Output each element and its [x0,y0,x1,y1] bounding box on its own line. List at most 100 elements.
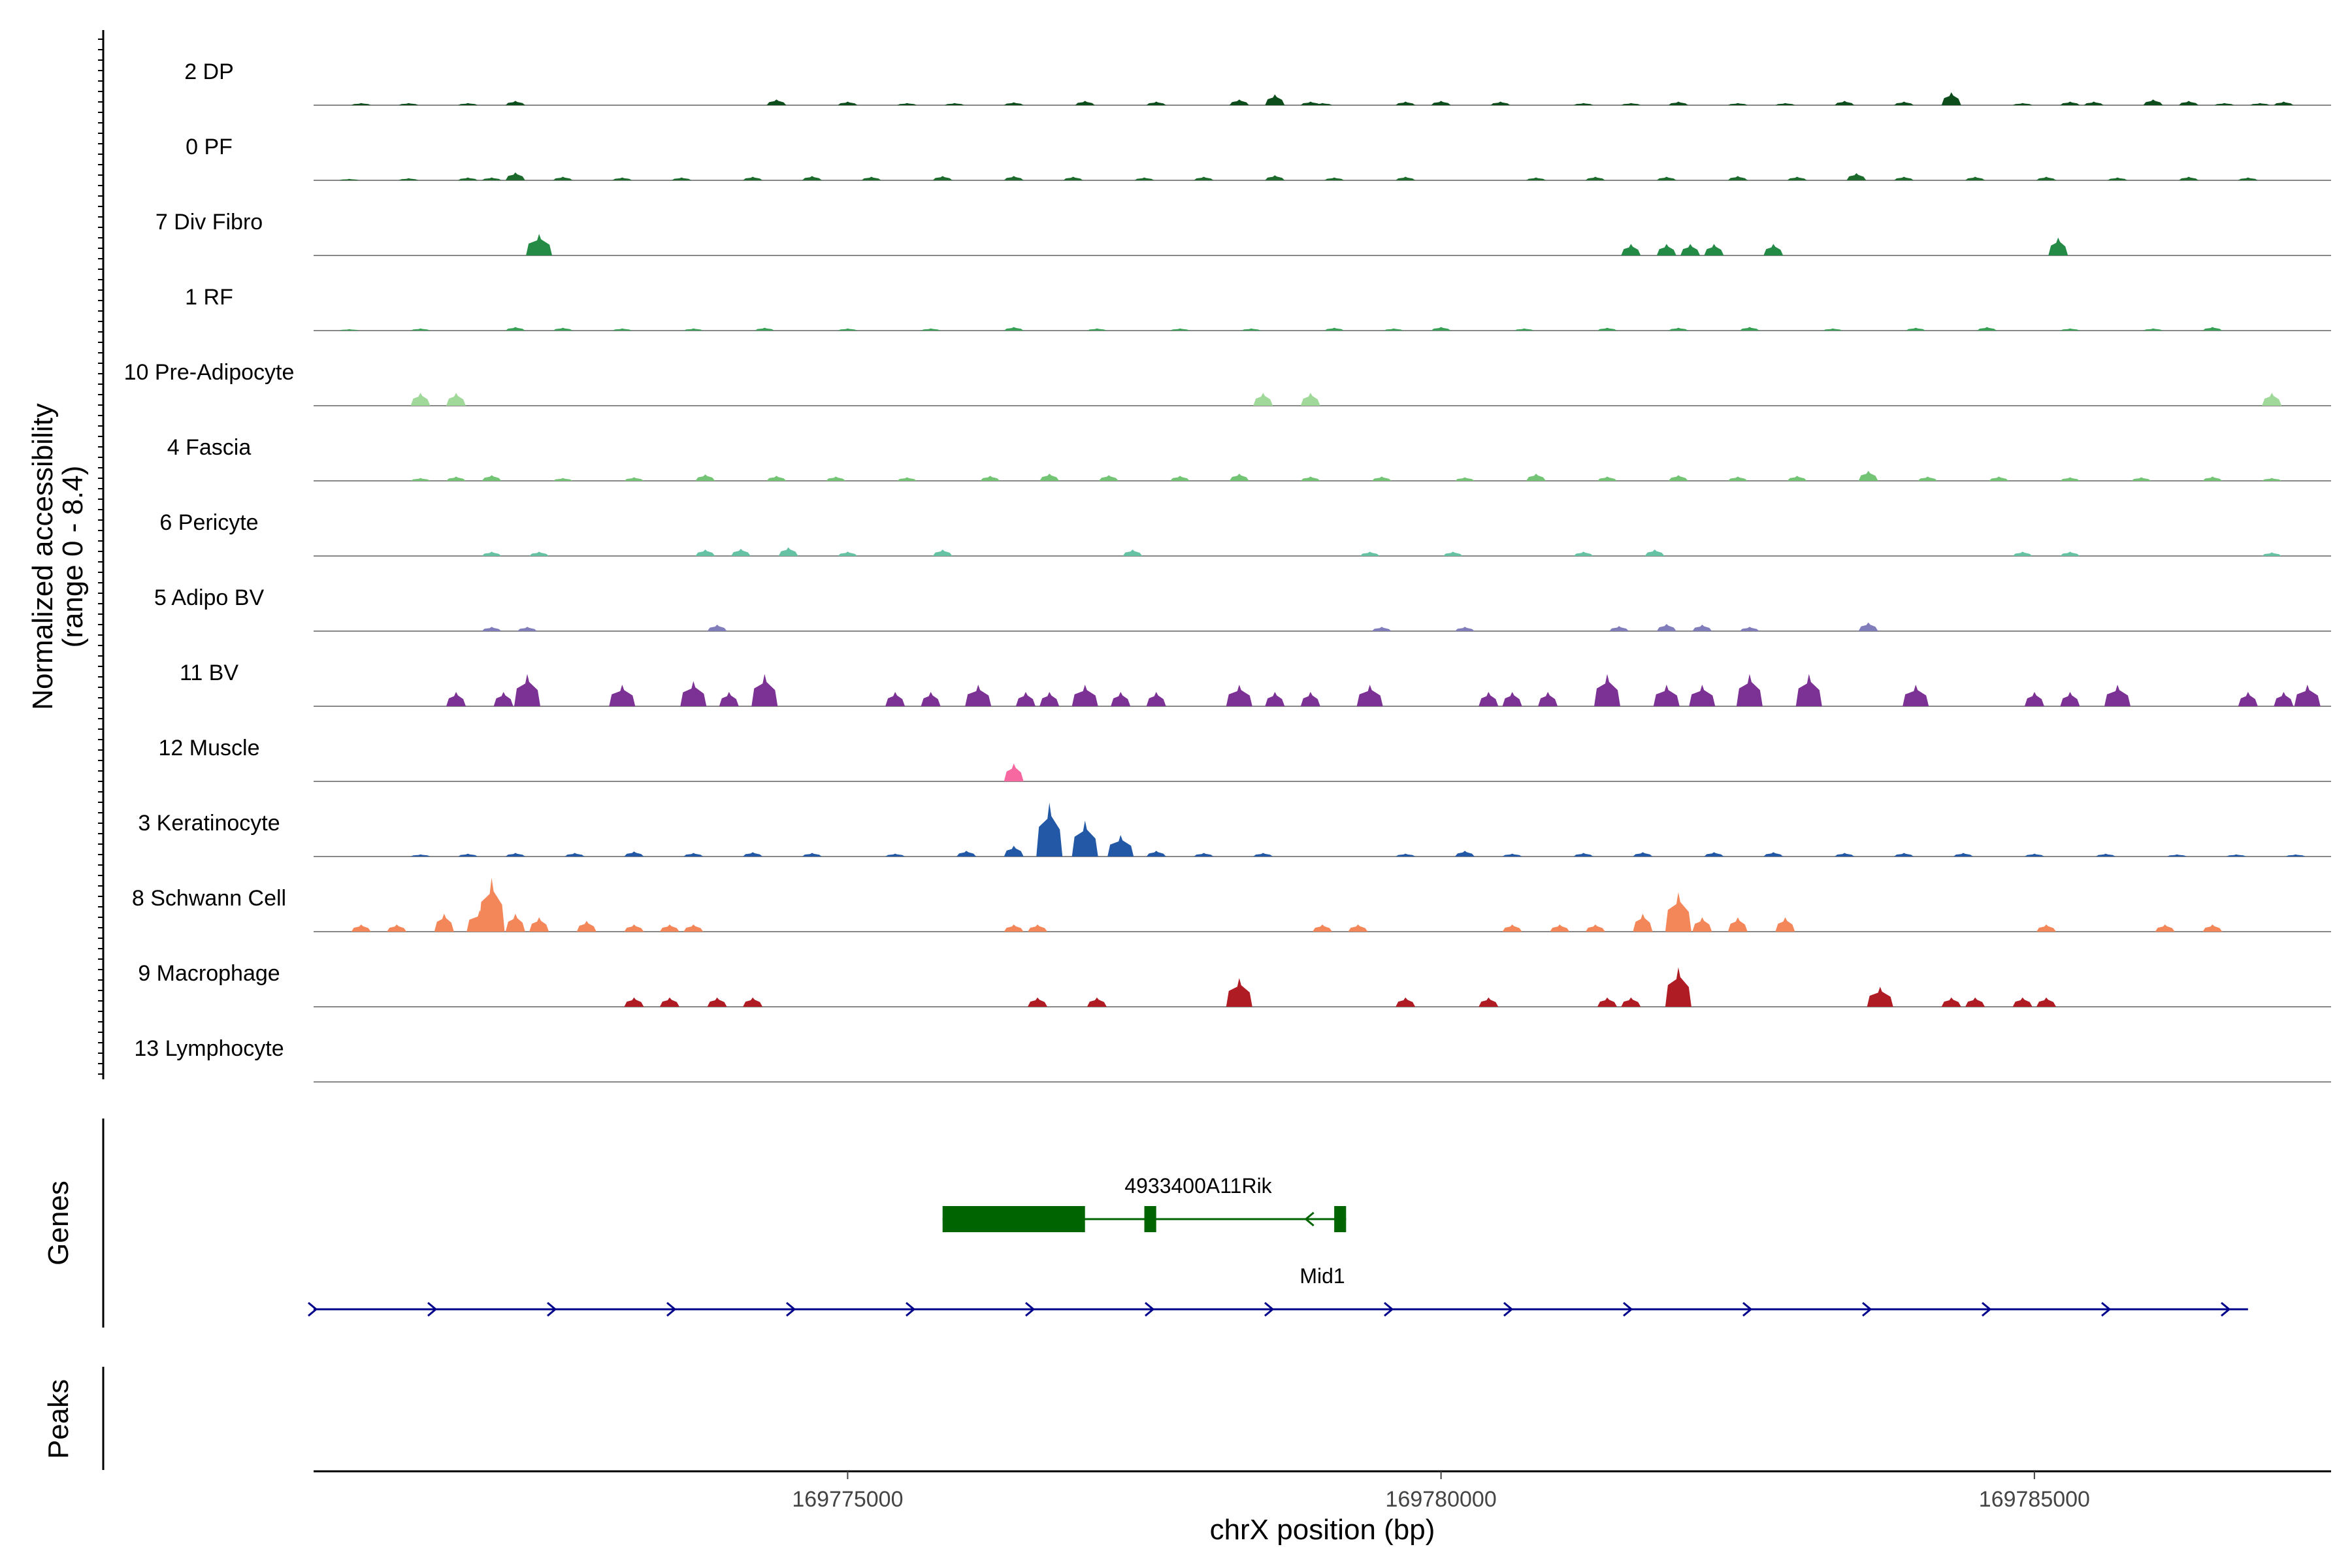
coverage-peak [1490,101,1511,105]
coverage-peak [1396,176,1416,180]
y-axis-subtitle: (range 0 - 8.4) [57,466,89,648]
coverage-peak [1015,692,1036,706]
coverage-peak [505,172,525,180]
coverage-peak [1526,177,1546,180]
coverage-peak [1455,851,1475,857]
coverage-peak [802,853,822,857]
coverage-peak [751,674,778,706]
coverage-peak [399,103,419,105]
coverage-peak [482,475,502,481]
coverage-peak [1953,853,1973,857]
track-2: 7 Div Fibro [155,210,2331,256]
coverage-peak [612,177,632,180]
x-tick-label: 169780000 [1386,1487,1497,1512]
strand-arrow [1862,1301,1872,1317]
coverage-peak [1478,997,1499,1007]
coverage-peak [695,474,715,481]
track-label: 4 Fascia [167,435,252,460]
coverage-peak [1763,852,1784,857]
coverage-peak [1107,835,1134,857]
coverage-peak [743,176,763,180]
coverage-peak [838,101,858,105]
coverage-peak [1858,470,1878,481]
coverage-peak [1324,327,1345,331]
coverage-peak [1039,692,1060,706]
coverage-peak [2060,692,2080,706]
coverage-peak [766,99,787,105]
coverage-peak [1229,474,1249,481]
coverage-peak [730,549,751,556]
coverage-peak [2238,692,2258,706]
coverage-peak [1071,685,1098,706]
coverage-peak [921,692,941,706]
coverage-peak [482,177,502,180]
coverage-peak [2274,692,2294,706]
coverage-peak [2012,997,2033,1007]
track-11: 8 Schwann Cell [132,877,2331,932]
track-label: 13 Lymphocyte [134,1036,284,1061]
coverage-peak [683,328,704,331]
coverage-peak [1356,685,1383,706]
track-10: 3 Keratinocyte [138,802,2331,857]
coverage-peak [1573,103,1593,105]
strand-arrow [1503,1301,1514,1317]
coverage-peak [1004,763,1024,781]
coverage-peak [1727,176,1748,180]
coverage-peak [1692,917,1712,932]
coverage-peak [446,476,466,481]
coverage-peak [1004,845,1024,857]
gene-Mid1: Mid1 [308,1264,2248,1317]
coverage-peak [1689,685,1716,706]
coverage-peak [1727,917,1748,932]
coverage-peak [1455,477,1475,481]
coverage-peak [612,328,632,331]
strand-arrow [1025,1301,1036,1317]
coverage-peak [1835,101,1855,105]
coverage-peak [1585,176,1605,180]
coverage-peak [1763,244,1784,255]
coverage-peak [2012,551,2033,556]
coverage-peak [1894,176,1914,180]
coverage-peak [1265,692,1285,706]
coverage-peak [1775,917,1795,932]
coverage-peak [1300,692,1320,706]
coverage-peak [1573,853,1593,857]
coverage-peak [1478,692,1499,706]
coverage-peak [576,921,596,932]
coverage-peak [885,692,906,706]
coverage-peak [478,877,505,932]
coverage-peak [1656,624,1676,631]
coverage-peak [1941,997,1961,1007]
coverage-peak [1644,549,1665,556]
coverage-peak [1384,328,1403,331]
coverage-peak [944,103,964,105]
strand-arrow [1982,1301,1992,1317]
track-label: 1 RF [185,285,233,310]
coverage-peak [410,328,431,331]
coverage-peak [399,178,419,180]
coverage-peak [2108,177,2127,180]
coverage-peak [2285,854,2306,857]
coverage-peak [1727,103,1748,105]
coverage-peak [2060,551,2080,556]
coverage-peak [526,234,553,255]
coverage-peak [1989,476,2009,481]
coverage-peak [1867,987,1893,1007]
coverage-peak [2104,685,2131,706]
coverage-peak [1146,101,1166,105]
coverage-peak [1146,692,1166,706]
gene-exon [1334,1206,1347,1232]
coverage-peak [517,627,537,631]
coverage-peak [897,477,917,481]
coverage-peak [1122,549,1143,556]
coverage-peak [1704,244,1724,255]
coverage-peak [980,476,1000,481]
coverage-peak [1668,475,1688,481]
coverage-peak [1894,853,1914,857]
strand-arrow [308,1301,318,1317]
coverage-peak [766,476,787,481]
coverage-peak [339,329,359,331]
coverage-peak [529,551,549,556]
coverage-peak [1348,924,1368,932]
coverage-peak [680,681,707,706]
